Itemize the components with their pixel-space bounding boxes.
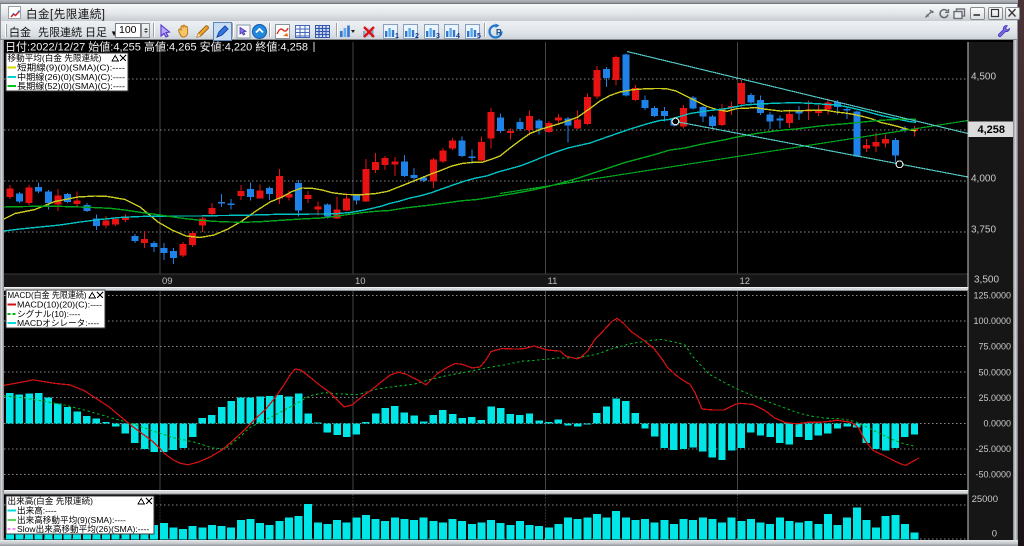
- svg-text:移動平均(白金 先限連続): 移動平均(白金 先限連続): [8, 52, 102, 63]
- svg-text:Slow出来高移動平均(26)(SMA):----: Slow出来高移動平均(26)(SMA):----: [17, 523, 149, 534]
- svg-text:75.0000: 75.0000: [978, 342, 1011, 352]
- svg-text:09: 09: [162, 276, 173, 287]
- svg-text:3,500: 3,500: [974, 275, 999, 286]
- svg-text:25.0000: 25.0000: [978, 393, 1011, 403]
- svg-text:日付:2022/12/27 始値:4,255 高値:4,26: 日付:2022/12/27 始値:4,255 高値:4,265 安値:4,220…: [5, 40, 308, 54]
- svg-text:-50.0000: -50.0000: [975, 470, 1011, 480]
- svg-text:3,750: 3,750: [971, 225, 996, 236]
- svg-text:中期線(26)(0)(SMA)(C):----: 中期線(26)(0)(SMA)(C):----: [17, 71, 125, 82]
- svg-text:MACD(白金 先限連続): MACD(白金 先限連続): [8, 289, 87, 300]
- svg-text:50.0000: 50.0000: [978, 367, 1011, 377]
- svg-text:5: 5: [477, 33, 481, 40]
- svg-text:1: 1: [395, 33, 399, 40]
- svg-text:4,500: 4,500: [971, 72, 996, 83]
- svg-text:R: R: [496, 28, 502, 37]
- svg-text:11: 11: [548, 276, 558, 287]
- svg-text:0: 0: [992, 529, 997, 540]
- svg-text:短期線(9)(0)(SMA)(C):----: 短期線(9)(0)(SMA)(C):----: [17, 61, 125, 72]
- svg-text:MACD(10)(20)(C):----: MACD(10)(20)(C):----: [17, 299, 102, 309]
- svg-text:4,258: 4,258: [977, 124, 1005, 136]
- svg-text:100.0000: 100.0000: [973, 316, 1011, 326]
- svg-text:出来高:----: 出来高:----: [17, 504, 57, 515]
- svg-text:10: 10: [355, 276, 366, 287]
- svg-text:25000: 25000: [972, 494, 998, 505]
- svg-text:12: 12: [740, 276, 751, 287]
- svg-text:MACDオシレータ:----: MACDオシレータ:----: [17, 318, 99, 328]
- svg-text:0.0000: 0.0000: [983, 419, 1011, 429]
- svg-text:4: 4: [456, 33, 460, 40]
- svg-text:シグナル(10):----: シグナル(10):----: [17, 308, 81, 319]
- svg-text:4,000: 4,000: [971, 174, 996, 185]
- svg-text:出来高(白金 先限連続): 出来高(白金 先限連続): [8, 495, 94, 506]
- svg-text:3: 3: [436, 33, 440, 40]
- svg-text:2: 2: [415, 33, 419, 40]
- svg-text:出来高移動平均(9)(SMA):----: 出来高移動平均(9)(SMA):----: [17, 514, 126, 525]
- svg-text:125.0000: 125.0000: [973, 291, 1011, 301]
- svg-text:長期線(52)(0)(SMA)(C):----: 長期線(52)(0)(SMA)(C):----: [17, 80, 125, 91]
- svg-text:-25.0000: -25.0000: [975, 444, 1011, 454]
